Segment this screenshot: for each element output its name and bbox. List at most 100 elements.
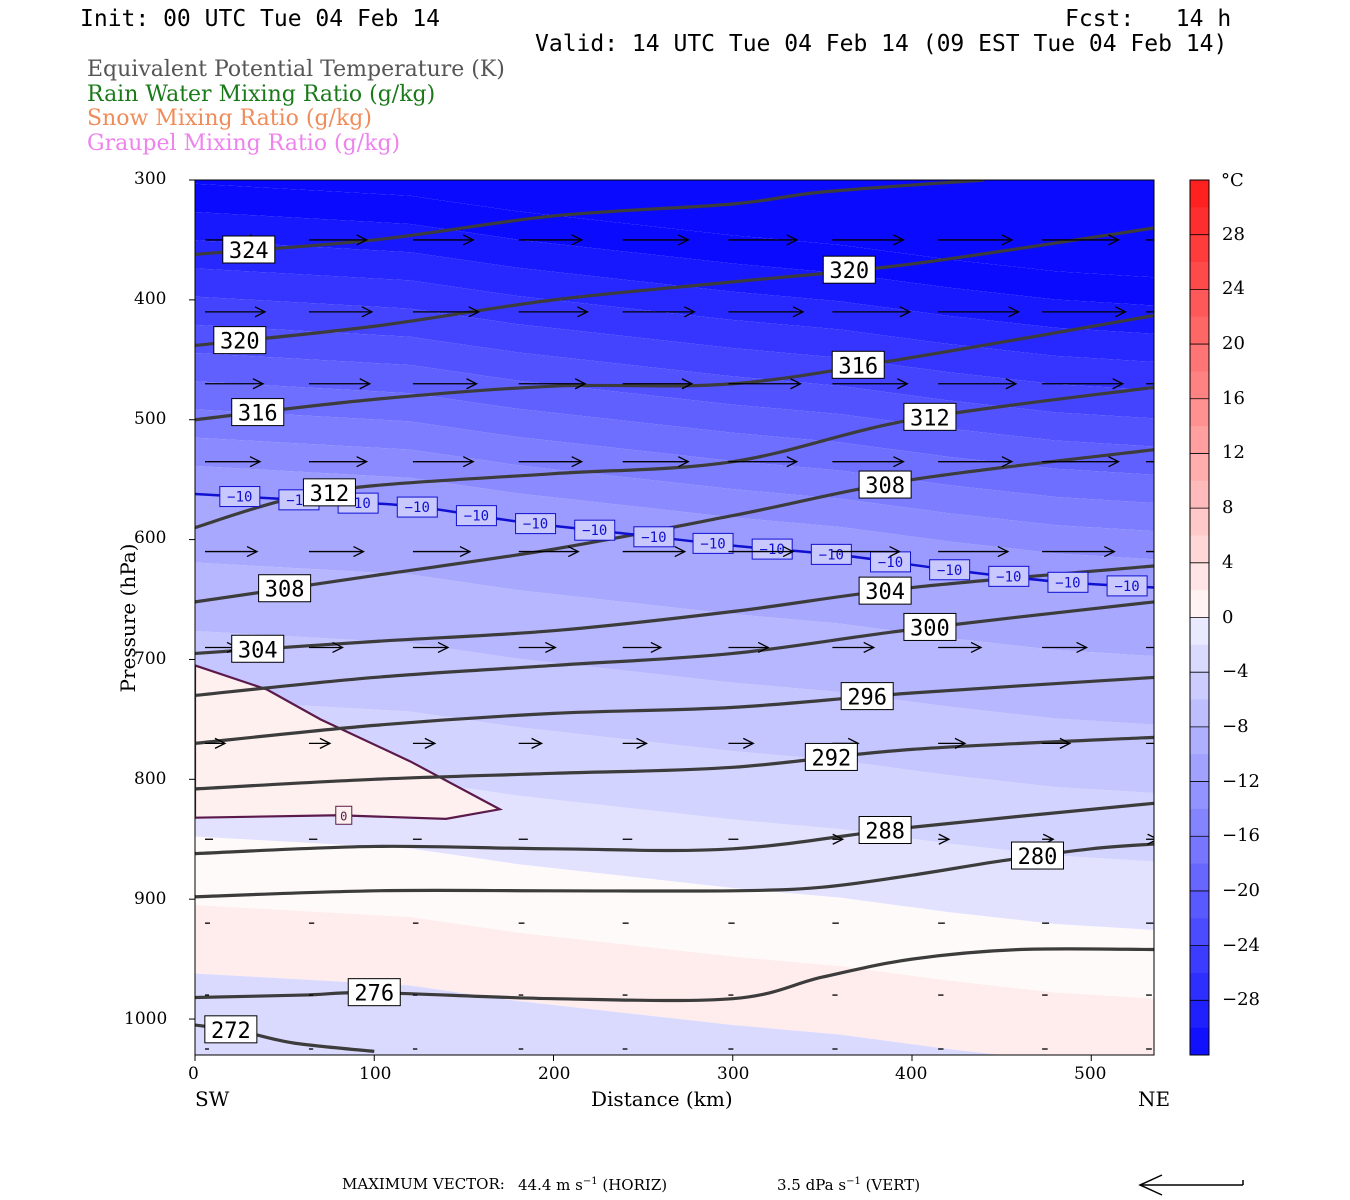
colorbar-swatch <box>1190 945 1209 974</box>
colorbar-tick-label: 8 <box>1222 497 1234 519</box>
ytick-1000: 1000 <box>124 1009 168 1029</box>
theta-e-label-292: 292 <box>804 742 858 771</box>
wind-vector <box>728 306 805 318</box>
svg-text:−10: −10 <box>1055 575 1080 591</box>
svg-text:320: 320 <box>220 330 260 355</box>
wind-vector <box>1042 545 1116 558</box>
theta-e-contour-324 <box>195 180 984 256</box>
wind-vector <box>1146 383 1154 385</box>
colorbar-swatch <box>1190 918 1209 947</box>
theta-e-contour-316 <box>195 313 1154 422</box>
wind-vector <box>308 456 369 468</box>
isotherm-minus10-label: −10 <box>219 486 261 508</box>
wind-vector <box>622 306 696 318</box>
svg-text:−10: −10 <box>878 555 903 571</box>
theta-e-contour-296 <box>195 675 1154 745</box>
wind-vector <box>205 378 265 390</box>
wind-vector <box>1042 378 1125 390</box>
theta-e-label-272: 272 <box>204 1015 258 1044</box>
wind-vector <box>832 306 912 318</box>
ytick-500: 500 <box>134 409 167 429</box>
wind-vector <box>1146 833 1154 845</box>
x-axis-label: Distance (km) <box>591 1087 733 1111</box>
theta-e-label-308: 308 <box>258 574 312 603</box>
colorbar-swatch <box>1190 781 1209 810</box>
wind-vector <box>1042 306 1127 318</box>
wind-vector <box>518 234 584 246</box>
colorbar-swatch <box>1190 180 1209 208</box>
wind-vector <box>308 641 344 654</box>
temperature-band <box>195 268 1154 391</box>
svg-text:280: 280 <box>1018 845 1058 870</box>
wind-vector <box>938 641 983 654</box>
theta-e-label-316: 316 <box>231 398 285 427</box>
colorbar-swatch <box>1190 316 1209 345</box>
wind-vector <box>1146 550 1154 553</box>
svg-text:−10: −10 <box>582 523 607 539</box>
wind-vector <box>1042 641 1089 654</box>
colorbar-tick-label: −24 <box>1222 934 1260 956</box>
theta-e-label-324: 324 <box>222 235 276 264</box>
theta-e-contour-288 <box>195 801 1154 856</box>
colorbar-swatch <box>1190 344 1209 372</box>
theta-e-contour-300 <box>195 600 1154 698</box>
temperature-band <box>195 409 1154 532</box>
isotherm-minus10-label: −10 <box>751 538 793 560</box>
svg-text:324: 324 <box>229 239 269 264</box>
theta-e-contour-320 <box>195 226 1154 348</box>
wind-vector <box>308 737 332 749</box>
colorbar-swatch <box>1190 617 1209 646</box>
colorbar-swatch <box>1190 1000 1209 1029</box>
wind-vector <box>1146 239 1154 241</box>
temperature-band <box>195 905 1154 1055</box>
wind-vector <box>938 833 951 845</box>
wind-vector <box>412 456 475 468</box>
svg-text:312: 312 <box>310 482 350 507</box>
svg-text:300: 300 <box>910 616 950 641</box>
svg-text:308: 308 <box>265 578 305 603</box>
wind-vector <box>205 737 227 749</box>
wind-vector <box>728 378 802 390</box>
ytick-600: 600 <box>134 528 167 548</box>
wind-vector <box>622 456 690 468</box>
wind-vector <box>938 306 1021 318</box>
colorbar-swatch <box>1190 672 1209 701</box>
wind-vector <box>518 641 557 654</box>
sw-label: SW <box>195 1087 230 1111</box>
legend-graupel: Graupel Mixing Ratio (g/kg) <box>87 131 401 156</box>
wind-vector <box>308 378 372 390</box>
colorbar-swatch <box>1190 754 1209 783</box>
theta-e-label-316: 316 <box>831 350 885 379</box>
theta-e-contour-292 <box>195 735 1154 791</box>
wind-vector <box>938 378 1018 390</box>
wind-vector <box>728 234 799 246</box>
theta-e-contour-276 <box>195 947 1154 1003</box>
colorbar-swatch <box>1190 398 1209 427</box>
y-axis-label: Pressure (hPa) <box>116 543 140 693</box>
colorbar-swatch <box>1190 371 1209 400</box>
wind-vector <box>832 545 902 558</box>
wind-vector <box>518 737 544 749</box>
svg-text:316: 316 <box>838 354 878 379</box>
temperature-band <box>195 240 1154 362</box>
theta-e-label-320: 320 <box>822 255 876 284</box>
theta-e-label-296: 296 <box>840 682 894 711</box>
max-vector-label: MAXIMUM VECTOR: <box>342 1175 505 1193</box>
colorbar-swatch <box>1190 972 1209 1001</box>
wind-vector <box>622 378 694 390</box>
ytick-300: 300 <box>134 169 167 189</box>
wind-vector <box>622 545 687 558</box>
theta-e-label-276: 276 <box>347 978 401 1007</box>
svg-text:−10: −10 <box>641 530 666 546</box>
wind-vector <box>412 545 472 558</box>
colorbar-swatch <box>1190 699 1209 728</box>
isotherm-zero-label: 0 <box>335 805 353 825</box>
colorbar-tick-label: −16 <box>1222 825 1260 847</box>
svg-text:304: 304 <box>238 638 278 663</box>
theta-e-label-320: 320 <box>213 326 267 355</box>
isotherm-zero <box>195 664 504 820</box>
colorbar-tick-label: −12 <box>1222 770 1260 792</box>
init-time: Init: 00 UTC Tue 04 Feb 14 <box>80 6 441 32</box>
colorbar-tick-label: 12 <box>1222 442 1245 464</box>
